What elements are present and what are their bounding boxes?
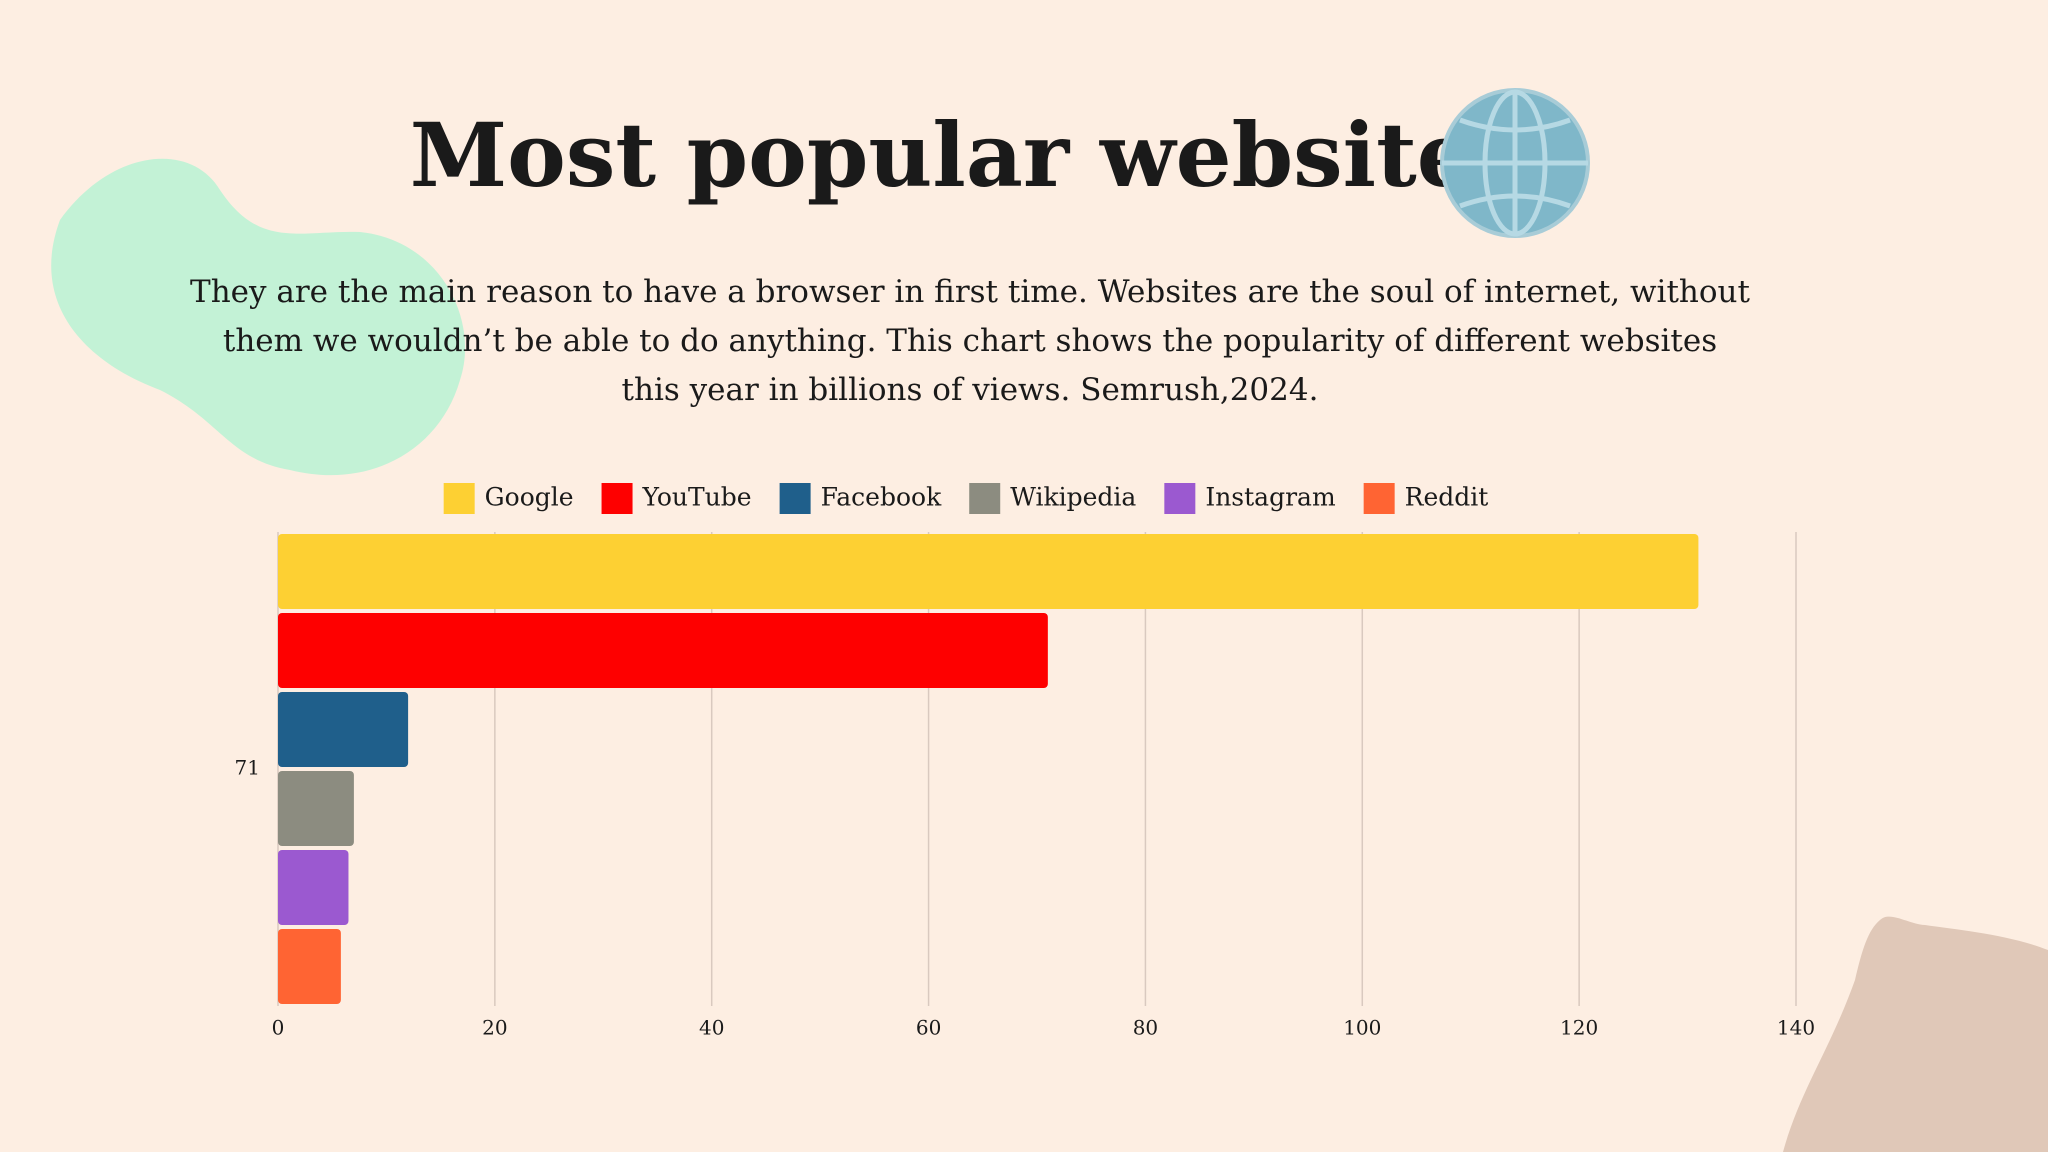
- brown-blob: [1783, 916, 2048, 1152]
- x-tick-label: 60: [916, 1016, 941, 1040]
- legend-swatch: [601, 483, 633, 514]
- legend-swatch: [969, 483, 1001, 514]
- x-tick-label: 40: [699, 1016, 724, 1040]
- bar: [278, 534, 1699, 609]
- globe-icon: [1440, 88, 1590, 238]
- green-blob: [51, 158, 466, 476]
- x-tick-label: 140: [1777, 1016, 1815, 1040]
- legend-swatch: [443, 483, 475, 514]
- x-tick-label: 0: [272, 1016, 285, 1040]
- legend-label: Instagram: [1205, 483, 1336, 512]
- bar: [278, 771, 354, 846]
- chart-title: Most popular websites: [410, 103, 1523, 207]
- legend-label: Facebook: [821, 483, 942, 512]
- bar: [278, 929, 341, 1004]
- legend-label: YouTube: [642, 483, 752, 512]
- legend-label: Reddit: [1405, 483, 1489, 512]
- legend-label: Wikipedia: [1010, 483, 1136, 512]
- subtitle: They are the main reason to have a brows…: [190, 274, 1750, 408]
- x-tick-label: 20: [482, 1016, 507, 1040]
- legend-swatch: [1363, 483, 1395, 514]
- legend-label: Google: [485, 483, 574, 512]
- legend-swatch: [1164, 483, 1196, 514]
- bar: [278, 692, 409, 767]
- x-tick-label: 120: [1560, 1016, 1598, 1040]
- x-tick-label: 100: [1343, 1016, 1381, 1040]
- x-tick-label: 80: [1133, 1016, 1158, 1040]
- bar: [278, 613, 1048, 688]
- y-tick-label: 71: [235, 756, 260, 780]
- legend-swatch: [779, 483, 811, 514]
- bar: [278, 850, 349, 925]
